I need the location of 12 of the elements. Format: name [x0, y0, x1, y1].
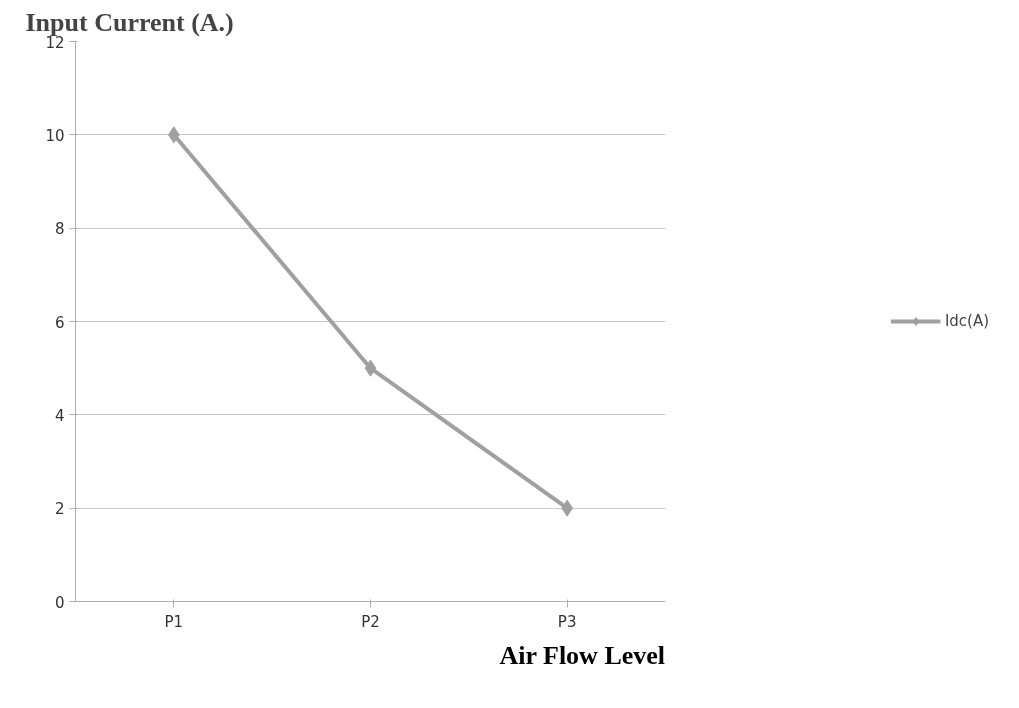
y-tick-label: 6	[54, 313, 65, 332]
x-tick-label: P1	[164, 612, 184, 631]
y-tick-label: 10	[45, 126, 65, 145]
x-tick-label: P3	[557, 612, 577, 631]
legend-label: Idc(A)	[944, 312, 990, 330]
y-tick-label: 2	[54, 500, 65, 519]
x-tick-label: P2	[361, 612, 380, 631]
y-tick-label: 8	[54, 220, 65, 239]
y-tick-label: 0	[54, 593, 65, 612]
point	[364, 359, 377, 377]
x-axis-title: Air Flow Level	[499, 640, 666, 670]
y-tick-label: 4	[54, 406, 65, 425]
